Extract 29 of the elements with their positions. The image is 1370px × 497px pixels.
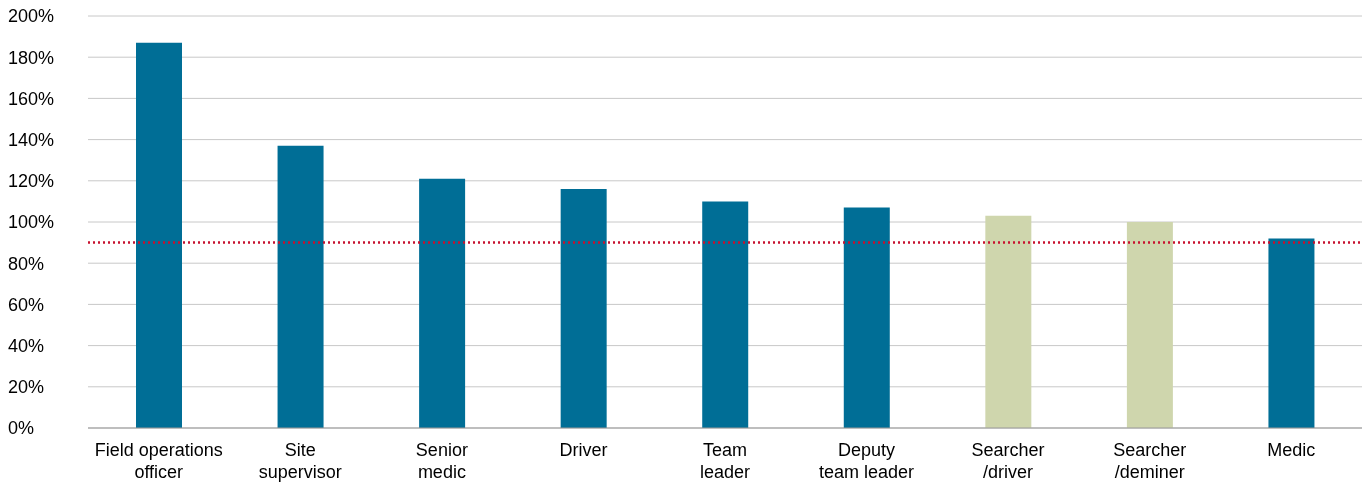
bar — [136, 42, 182, 428]
y-tick-label: 200% — [8, 6, 55, 27]
y-tick-label: 160% — [8, 88, 55, 109]
y-tick-label: 20% — [8, 377, 45, 398]
y-tick-label: 180% — [8, 47, 55, 68]
x-tick-label: Searcher /driver — [971, 440, 1045, 482]
x-tick-label: Site supervisor — [258, 440, 342, 482]
y-tick-label: 40% — [8, 335, 45, 356]
x-tick-label: Searcher /deminer — [1113, 440, 1187, 482]
bar — [419, 178, 466, 428]
bar — [702, 201, 749, 428]
x-tick-label: Driver — [559, 440, 608, 460]
y-tick-label: 0% — [8, 418, 35, 439]
x-tick-label: Medic — [1267, 440, 1316, 460]
y-tick-label: 100% — [8, 212, 55, 233]
y-tick-label: 140% — [8, 129, 55, 150]
bar — [1268, 238, 1315, 428]
y-tick-label: 80% — [8, 253, 45, 274]
bar — [1126, 222, 1173, 428]
x-tick-label: Deputy team leader — [819, 440, 915, 482]
bar — [277, 145, 324, 428]
x-tick-label: Senior medic — [415, 440, 468, 482]
y-tick-label: 120% — [8, 171, 55, 192]
bar — [843, 207, 890, 428]
bar — [560, 189, 607, 428]
x-tick-label: Team leader — [699, 440, 751, 482]
y-tick-label: 60% — [8, 294, 45, 315]
x-tick-label: Field operations officer — [94, 440, 223, 482]
bar — [985, 215, 1032, 428]
